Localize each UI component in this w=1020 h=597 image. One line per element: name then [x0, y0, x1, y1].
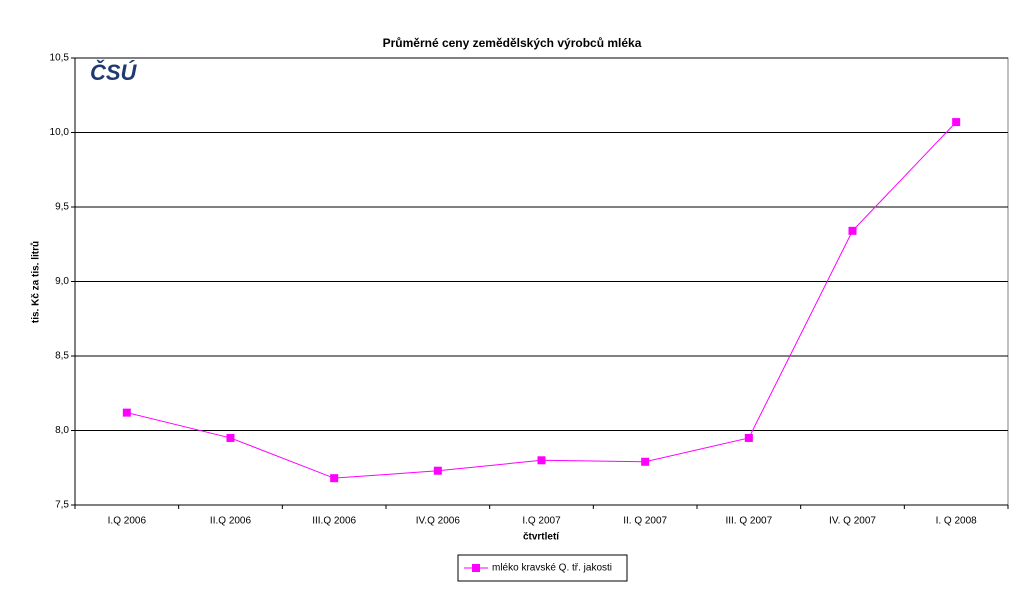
legend-marker: [472, 564, 480, 572]
y-tick-label: 10,0: [50, 127, 70, 138]
legend-box: [457, 554, 628, 582]
y-axis-label: tis. Kč za tis. litrů: [30, 241, 42, 323]
x-tick-label: IV. Q 2007: [829, 516, 876, 527]
point: [226, 433, 235, 442]
point: [537, 456, 546, 465]
point: [433, 466, 442, 475]
point: [848, 226, 857, 235]
point: [952, 118, 961, 127]
point: [641, 457, 650, 466]
x-tick-label: III. Q 2007: [725, 516, 772, 527]
point: [330, 474, 339, 483]
x-tick-label: III.Q 2006: [312, 516, 356, 527]
x-tick-label: I.Q 2006: [108, 516, 147, 527]
x-tick-label: II. Q 2007: [623, 516, 667, 527]
y-tick-label: 8,5: [55, 351, 69, 362]
point: [744, 433, 753, 442]
chart-title: Průměrné ceny zemědělských výrobců mléka: [383, 36, 642, 50]
x-tick-label: I. Q 2008: [936, 516, 978, 527]
y-tick-label: 9,0: [55, 276, 69, 287]
y-tick-label: 9,5: [55, 202, 69, 213]
point: [122, 408, 131, 417]
series-line: [126, 121, 957, 479]
logo: ČSÚ: [90, 60, 138, 85]
x-tick-label: IV.Q 2006: [416, 516, 461, 527]
y-tick-label: 8,0: [55, 425, 69, 436]
x-axis-label: čtvrtletí: [523, 532, 560, 543]
x-tick-label: I.Q 2007: [522, 516, 561, 527]
y-tick-label: 10,5: [50, 53, 70, 64]
x-tick-label: II.Q 2006: [210, 516, 252, 527]
legend-label: mléko kravské Q. tř. jakosti: [492, 563, 612, 574]
y-tick-label: 7,5: [55, 500, 69, 511]
